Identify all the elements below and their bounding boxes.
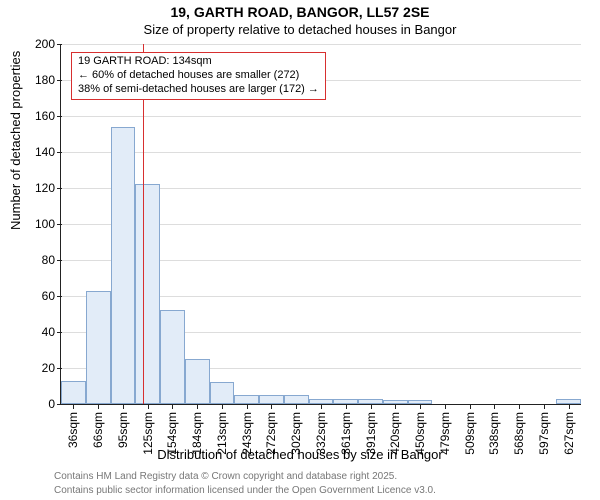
x-tick-mark (371, 404, 372, 409)
gridline (61, 116, 581, 117)
x-tick-mark (494, 404, 495, 409)
chart-subtitle: Size of property relative to detached ho… (0, 22, 600, 37)
annotation-line: 19 GARTH ROAD: 134sqm (78, 55, 319, 69)
x-tick-mark (470, 404, 471, 409)
x-tick-mark (346, 404, 347, 409)
histogram-bar (61, 381, 86, 404)
x-tick-mark (222, 404, 223, 409)
x-tick-mark (98, 404, 99, 409)
chart-container: 19, GARTH ROAD, BANGOR, LL57 2SE Size of… (0, 0, 600, 500)
x-tick-mark (73, 404, 74, 409)
y-tick-label: 80 (42, 253, 61, 267)
x-tick-label: 36sqm (66, 412, 80, 448)
histogram-bar (185, 359, 210, 404)
y-tick-label: 40 (42, 325, 61, 339)
x-tick-mark (296, 404, 297, 409)
histogram-bar (86, 291, 111, 404)
histogram-bar (284, 395, 309, 404)
y-tick-label: 120 (35, 181, 61, 195)
x-axis-label: Distribution of detached houses by size … (0, 447, 600, 462)
x-tick-mark (569, 404, 570, 409)
histogram-bar (135, 184, 160, 404)
gridline (61, 44, 581, 45)
plot-area: 02040608010012014016018020036sqm66sqm95s… (60, 44, 581, 405)
x-tick-mark (148, 404, 149, 409)
y-axis-label: Number of detached properties (8, 51, 23, 230)
annotation-line: 38% of semi-detached houses are larger (… (78, 83, 319, 97)
y-tick-label: 180 (35, 73, 61, 87)
histogram-bar (234, 395, 259, 404)
x-tick-mark (271, 404, 272, 409)
y-tick-label: 60 (42, 289, 61, 303)
annotation-line: ← 60% of detached houses are smaller (27… (78, 69, 319, 83)
y-tick-label: 140 (35, 145, 61, 159)
y-tick-label: 20 (42, 361, 61, 375)
x-tick-mark (247, 404, 248, 409)
x-tick-mark (197, 404, 198, 409)
x-tick-label: 95sqm (116, 412, 130, 448)
x-tick-mark (172, 404, 173, 409)
x-tick-mark (544, 404, 545, 409)
annotation-box: 19 GARTH ROAD: 134sqm ← 60% of detached … (71, 52, 326, 100)
x-tick-mark (445, 404, 446, 409)
x-tick-mark (321, 404, 322, 409)
x-tick-mark (123, 404, 124, 409)
y-tick-label: 0 (48, 397, 61, 411)
y-tick-label: 200 (35, 37, 61, 51)
y-tick-label: 160 (35, 109, 61, 123)
chart-title: 19, GARTH ROAD, BANGOR, LL57 2SE (0, 4, 600, 20)
x-tick-mark (519, 404, 520, 409)
x-tick-label: 66sqm (91, 412, 105, 448)
y-tick-label: 100 (35, 217, 61, 231)
credit-line: Contains HM Land Registry data © Crown c… (54, 471, 397, 482)
x-tick-mark (420, 404, 421, 409)
x-tick-mark (395, 404, 396, 409)
credit-line: Contains public sector information licen… (54, 485, 436, 496)
gridline (61, 152, 581, 153)
histogram-bar (111, 127, 136, 404)
histogram-bar (160, 310, 185, 404)
histogram-bar (259, 395, 284, 404)
histogram-bar (210, 382, 235, 404)
